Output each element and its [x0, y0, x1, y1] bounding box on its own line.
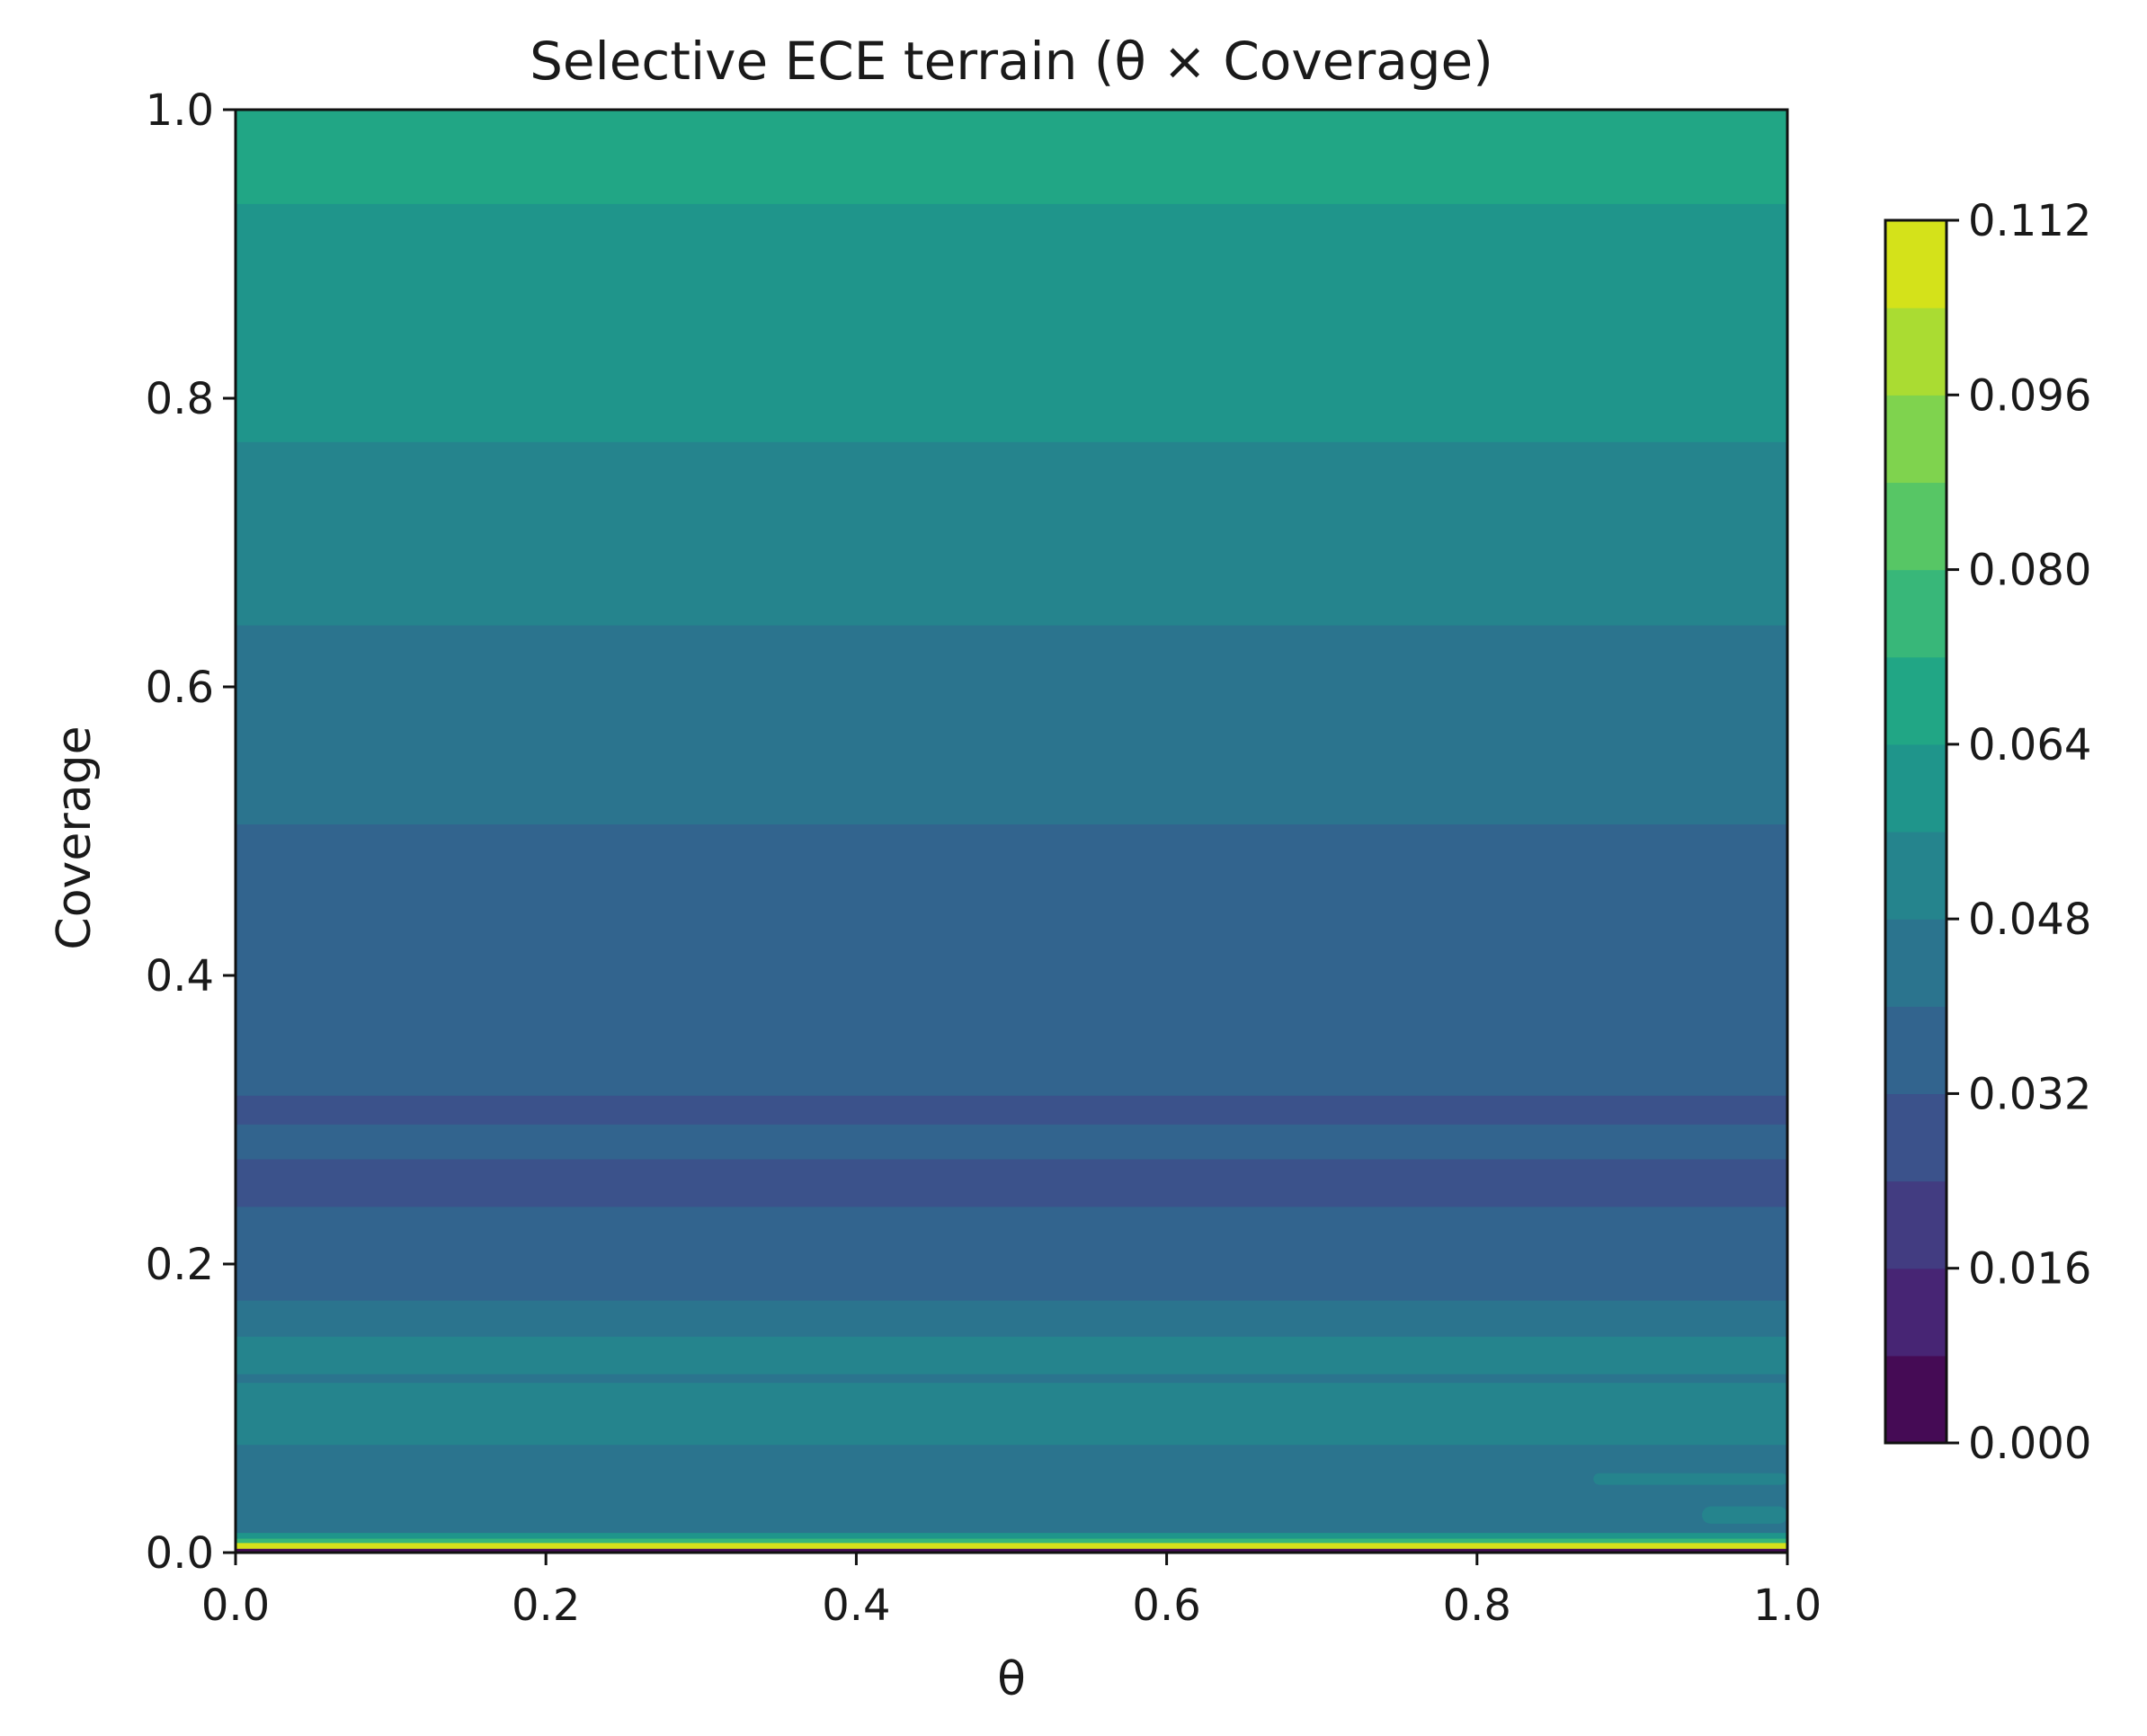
y-tick-label-1: 0.2	[146, 1240, 214, 1290]
contour-band-4	[236, 1444, 1787, 1534]
y-tick-label-2: 0.4	[146, 951, 214, 1002]
colorbar-tick-label-4: 0.064	[1968, 720, 2091, 770]
contour-band-0	[236, 1548, 1787, 1553]
colorbar: 0.000 0.016 0.032 0.048 0.064 0.080 0.096 0.112	[1884, 196, 2091, 1469]
x-tick-label-2: 0.4	[822, 1580, 890, 1631]
contour-band-7	[236, 1336, 1787, 1375]
y-tick-label-3: 0.6	[146, 663, 214, 713]
colorbar-swatch-10	[1885, 482, 1947, 571]
y-axis: 0.0 0.2 0.4 0.6 0.8 1.0	[146, 85, 236, 1579]
x-tick-label-0: 0.0	[201, 1580, 270, 1631]
colorbar-swatch-3	[1885, 1093, 1947, 1182]
contour-band-12	[236, 1095, 1787, 1125]
y-tick-label-0: 0.0	[146, 1528, 214, 1579]
colorbar-tick-label-5: 0.080	[1968, 546, 2091, 596]
y-tick-label-4: 0.8	[146, 374, 214, 424]
contour-band-15	[236, 441, 1787, 626]
colorbar-swatch-9	[1885, 569, 1947, 658]
plot-area	[234, 108, 1789, 1554]
x-axis-label: θ	[997, 1652, 1026, 1706]
colorbar-frame	[1884, 218, 1948, 1445]
contour-band-17	[236, 110, 1787, 204]
colorbar-swatch-0	[1885, 1355, 1947, 1444]
contour-band-14	[236, 624, 1787, 825]
colorbar-tick-label-7: 0.112	[1968, 196, 2091, 246]
contour-band-5	[236, 1382, 1787, 1446]
x-tick-label-3: 0.6	[1132, 1580, 1200, 1631]
contour-band-11	[236, 1124, 1787, 1160]
y-tick-label-5: 1.0	[146, 85, 214, 136]
colorbar-swatch-8	[1885, 656, 1947, 745]
colorbar-tick-label-1: 0.016	[1968, 1244, 2091, 1295]
colorbar-tick-label-3: 0.048	[1968, 895, 2091, 945]
contour-band-10	[236, 1158, 1787, 1207]
contour-patch-0	[1593, 1473, 1787, 1485]
colorbar-swatch-12	[1885, 307, 1947, 396]
x-axis: 0.0 0.2 0.4 0.6 0.8 1.0	[201, 1553, 1822, 1631]
contour-band-9	[236, 1206, 1787, 1301]
colorbar-swatch-2	[1885, 1180, 1947, 1269]
x-tick-label-4: 0.8	[1443, 1580, 1511, 1631]
contour-band-16	[236, 203, 1787, 442]
x-tick-label-5: 1.0	[1753, 1580, 1822, 1631]
plot-frame	[234, 108, 1789, 1554]
colorbar-swatch-13	[1885, 220, 1947, 308]
contour-band-6	[236, 1373, 1787, 1384]
colorbar-swatch-11	[1885, 395, 1947, 484]
colorbar-swatch-6	[1885, 832, 1947, 920]
colorbar-tick-label-2: 0.032	[1968, 1069, 2091, 1119]
x-tick-label-1: 0.2	[512, 1580, 580, 1631]
y-axis-label: Coverage	[48, 726, 102, 949]
colorbar-tick-label-6: 0.096	[1968, 370, 2091, 421]
contour-band-1	[236, 1542, 1787, 1549]
colorbar-swatch-5	[1885, 919, 1947, 1007]
contour-band-8	[236, 1300, 1787, 1337]
contour-band-13	[236, 823, 1787, 1096]
colorbar-tick-label-0: 0.000	[1968, 1419, 2091, 1469]
chart-title: Selective ECE terrain (θ × Coverage)	[530, 31, 1493, 92]
colorbar-swatch-7	[1885, 743, 1947, 832]
contour-patch-1	[1702, 1506, 1787, 1524]
contour-band-3	[236, 1532, 1787, 1539]
colorbar-swatch-1	[1885, 1268, 1947, 1357]
contour-band-2	[236, 1537, 1787, 1544]
colorbar-swatch-4	[1885, 1006, 1947, 1095]
